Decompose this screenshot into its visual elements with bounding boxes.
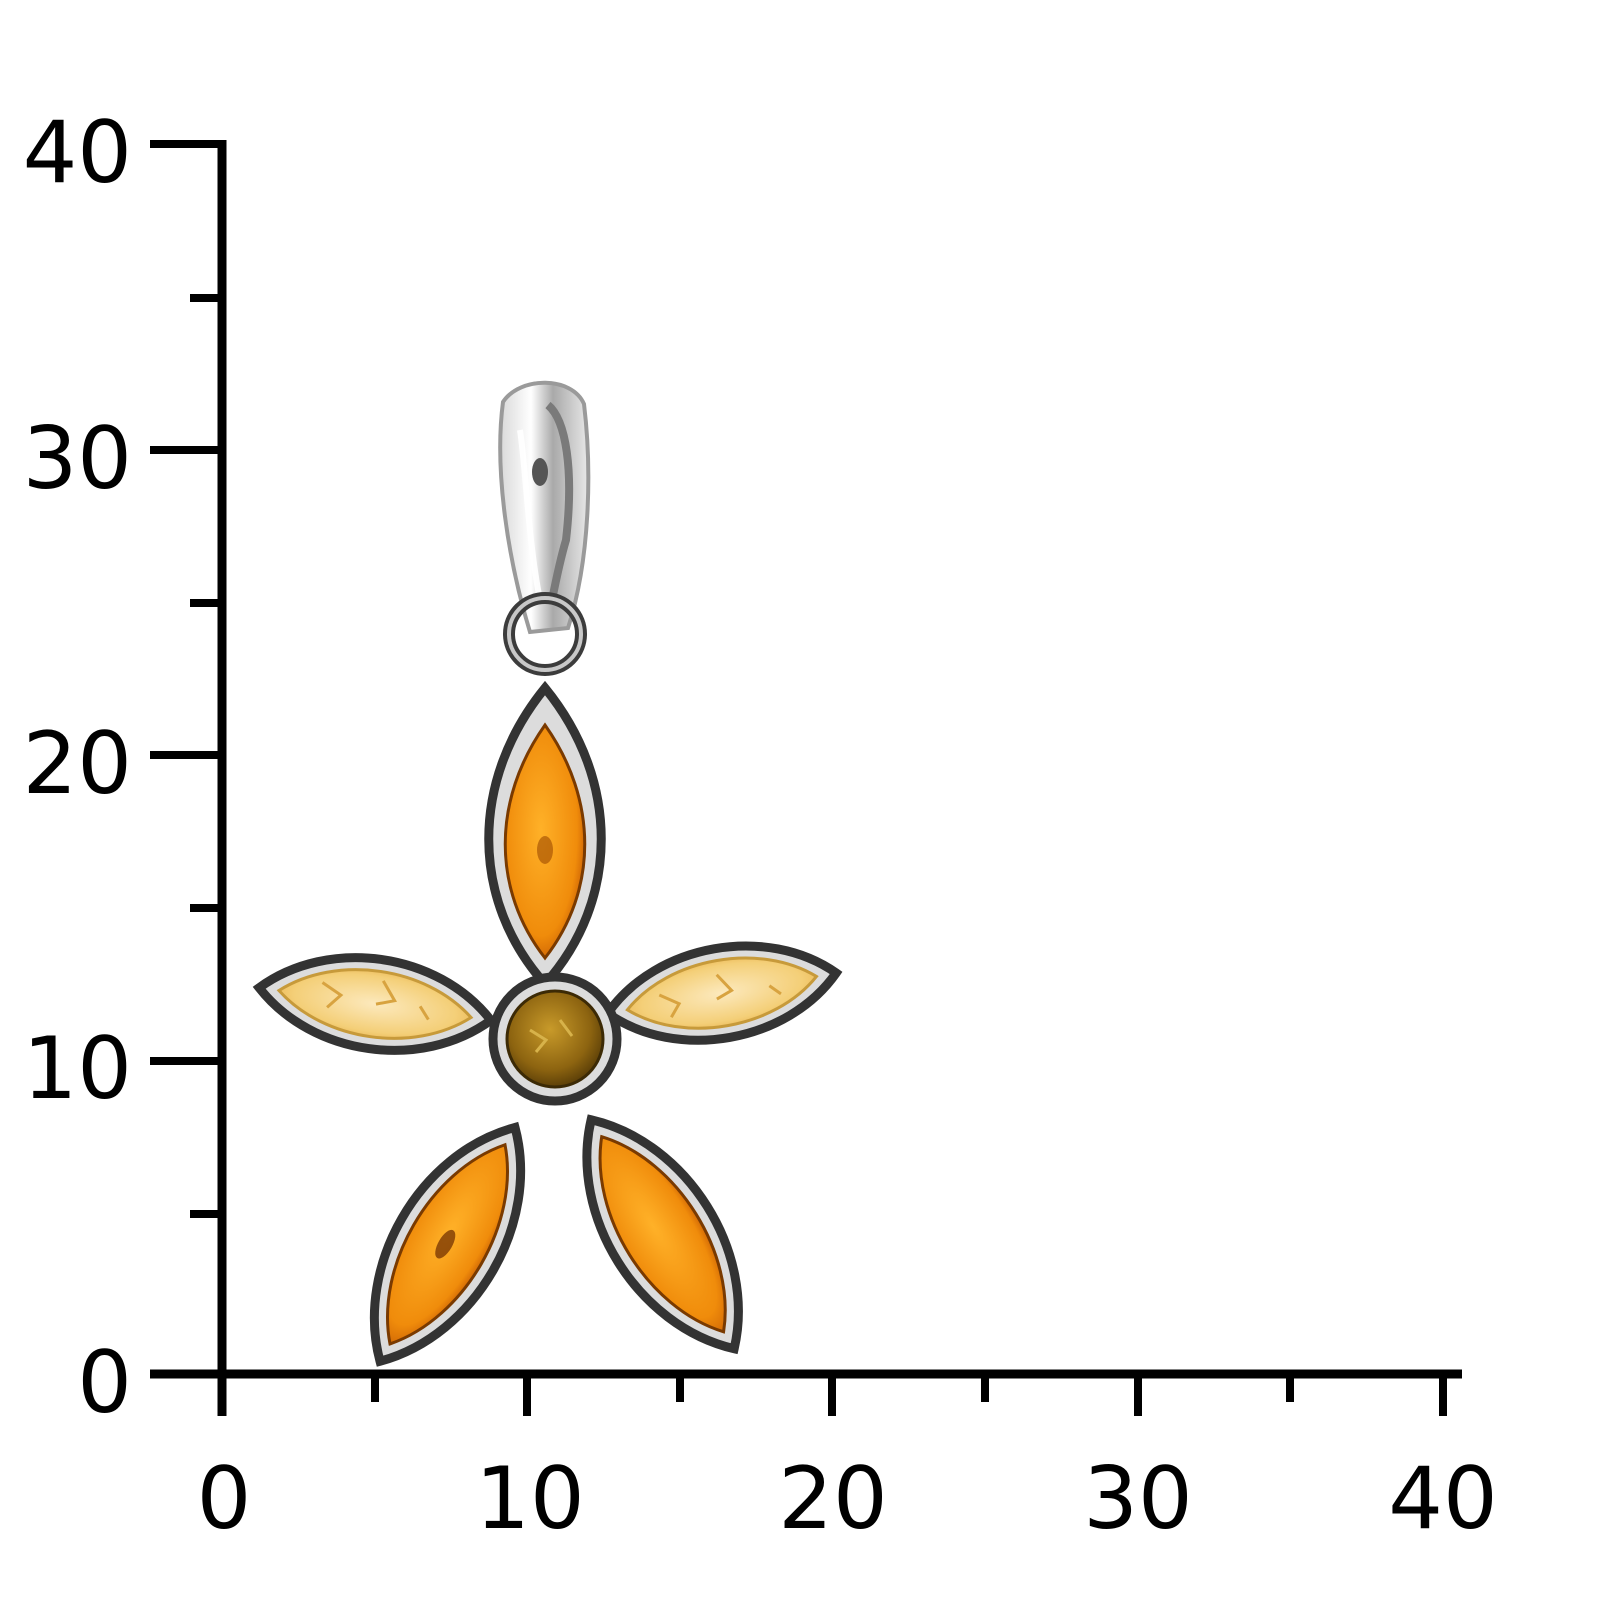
center-stone: [488, 972, 622, 1106]
x-tick-label-0: 0: [197, 1449, 252, 1549]
y-tick-label-40: 40: [23, 103, 132, 203]
x-tick-label-40: 40: [1388, 1449, 1497, 1549]
petal-top: [484, 680, 606, 991]
petal-left: [252, 953, 498, 1055]
y-tick-label-10: 10: [23, 1019, 132, 1119]
x-tick-label-10: 10: [475, 1449, 584, 1549]
petal-right: [601, 941, 843, 1045]
ruler-scale: 40 30 20 10 0 0 10 20 30 40: [23, 103, 1498, 1549]
x-tick-label-30: 30: [1083, 1449, 1192, 1549]
petal-bottom-right: [582, 1114, 743, 1355]
x-tick-label-20: 20: [778, 1449, 887, 1549]
petal-bottom-left: [369, 1121, 526, 1367]
silver-bail: [498, 380, 591, 635]
amber-flower-pendant: [252, 380, 843, 1367]
y-tick-label-20: 20: [23, 714, 132, 814]
y-tick-label-30: 30: [23, 409, 132, 509]
y-tick-label-0: 0: [77, 1333, 132, 1433]
